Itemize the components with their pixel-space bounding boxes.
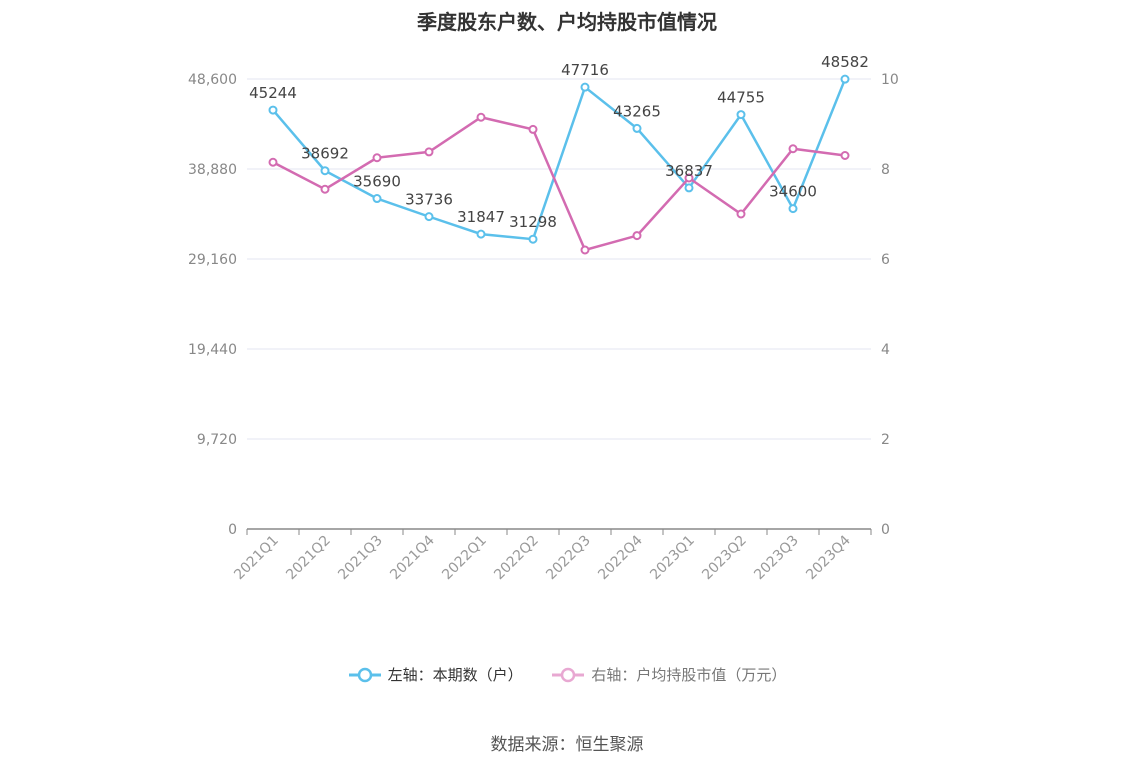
x-tick-label: 2021Q4: [387, 532, 438, 583]
data-point: [424, 212, 434, 222]
data-label: 44755: [717, 89, 765, 107]
legend-item-avg-value[interactable]: 右轴：户均持股市值（万元）: [551, 664, 786, 685]
data-point: [736, 209, 746, 219]
y-left-tick-label: 48,600: [188, 72, 237, 88]
data-label: 34600: [769, 183, 817, 201]
data-point: [788, 144, 798, 154]
data-label: 45244: [249, 84, 297, 102]
data-point: [632, 123, 642, 133]
data-point: [476, 229, 486, 239]
data-label: 43265: [613, 102, 661, 120]
series-line: [272, 78, 847, 241]
x-tick-label: 2022Q4: [595, 532, 646, 583]
data-label: 47716: [561, 61, 609, 79]
data-label: 31847: [457, 208, 505, 226]
data-point: [580, 82, 590, 92]
y-left-tick-label: 0: [228, 522, 237, 538]
data-point: [476, 112, 486, 122]
y-left-tick-label: 19,440: [188, 342, 237, 358]
data-label: 33736: [405, 191, 453, 209]
x-tick-label: 2023Q1: [647, 533, 698, 584]
legend-label: 右轴：户均持股市值（万元）: [591, 666, 787, 684]
data-point: [684, 173, 694, 183]
data-point: [372, 153, 382, 163]
data-label: 35690: [353, 173, 401, 191]
data-point: [372, 194, 382, 204]
data-label: 38692: [301, 145, 349, 163]
data-point: [320, 184, 330, 194]
data-point: [268, 157, 278, 167]
y-right-tick-label: 4: [881, 342, 890, 358]
legend-label: 左轴：本期数（户）: [387, 666, 523, 684]
data-point: [736, 110, 746, 120]
data-point: [788, 204, 798, 214]
data-point: [632, 231, 642, 241]
data-point: [424, 147, 434, 157]
x-tick-label: 2023Q3: [751, 533, 802, 584]
data-point: [684, 183, 694, 193]
x-tick-label: 2023Q4: [803, 532, 854, 583]
x-tick-label: 2023Q2: [699, 533, 750, 584]
x-tick-label: 2021Q1: [231, 533, 282, 584]
x-tick-label: 2021Q3: [335, 533, 386, 584]
y-right-tick-label: 0: [881, 522, 890, 538]
data-label: 48582: [821, 53, 869, 71]
y-left-tick-label: 9,720: [197, 432, 237, 448]
y-right-tick-label: 10: [881, 72, 899, 88]
y-left-tick-label: 38,880: [188, 162, 237, 178]
data-point: [528, 124, 538, 134]
chart-title: 季度股东户数、户均持股市值情况: [417, 10, 717, 34]
y-right-tick-label: 8: [881, 162, 890, 178]
y-right-tick-label: 2: [881, 432, 890, 448]
data-source: 数据来源：恒生聚源: [490, 735, 644, 755]
y-right-tick-label: 6: [881, 252, 890, 268]
x-tick-label: 2022Q3: [543, 533, 594, 584]
legend-marker-icon: [552, 667, 585, 682]
x-tick-label: 2021Q2: [283, 533, 334, 584]
data-label: 36837: [665, 162, 713, 180]
data-point: [320, 166, 330, 176]
x-tick-label: 2022Q2: [491, 533, 542, 584]
data-point: [268, 105, 278, 115]
legend-marker-icon: [348, 667, 381, 682]
data-label: 31298: [509, 213, 557, 231]
legend-item-households[interactable]: 左轴：本期数（户）: [348, 664, 523, 685]
data-point: [580, 245, 590, 255]
data-point: [840, 151, 850, 160]
series-line: [272, 115, 846, 252]
y-left-tick-label: 29,160: [188, 252, 237, 268]
data-point: [528, 234, 538, 244]
legend: 左轴：本期数（户） 右轴：户均持股市值（万元）: [0, 664, 1134, 687]
data-point: [840, 74, 850, 84]
x-tick-label: 2022Q1: [439, 533, 490, 584]
